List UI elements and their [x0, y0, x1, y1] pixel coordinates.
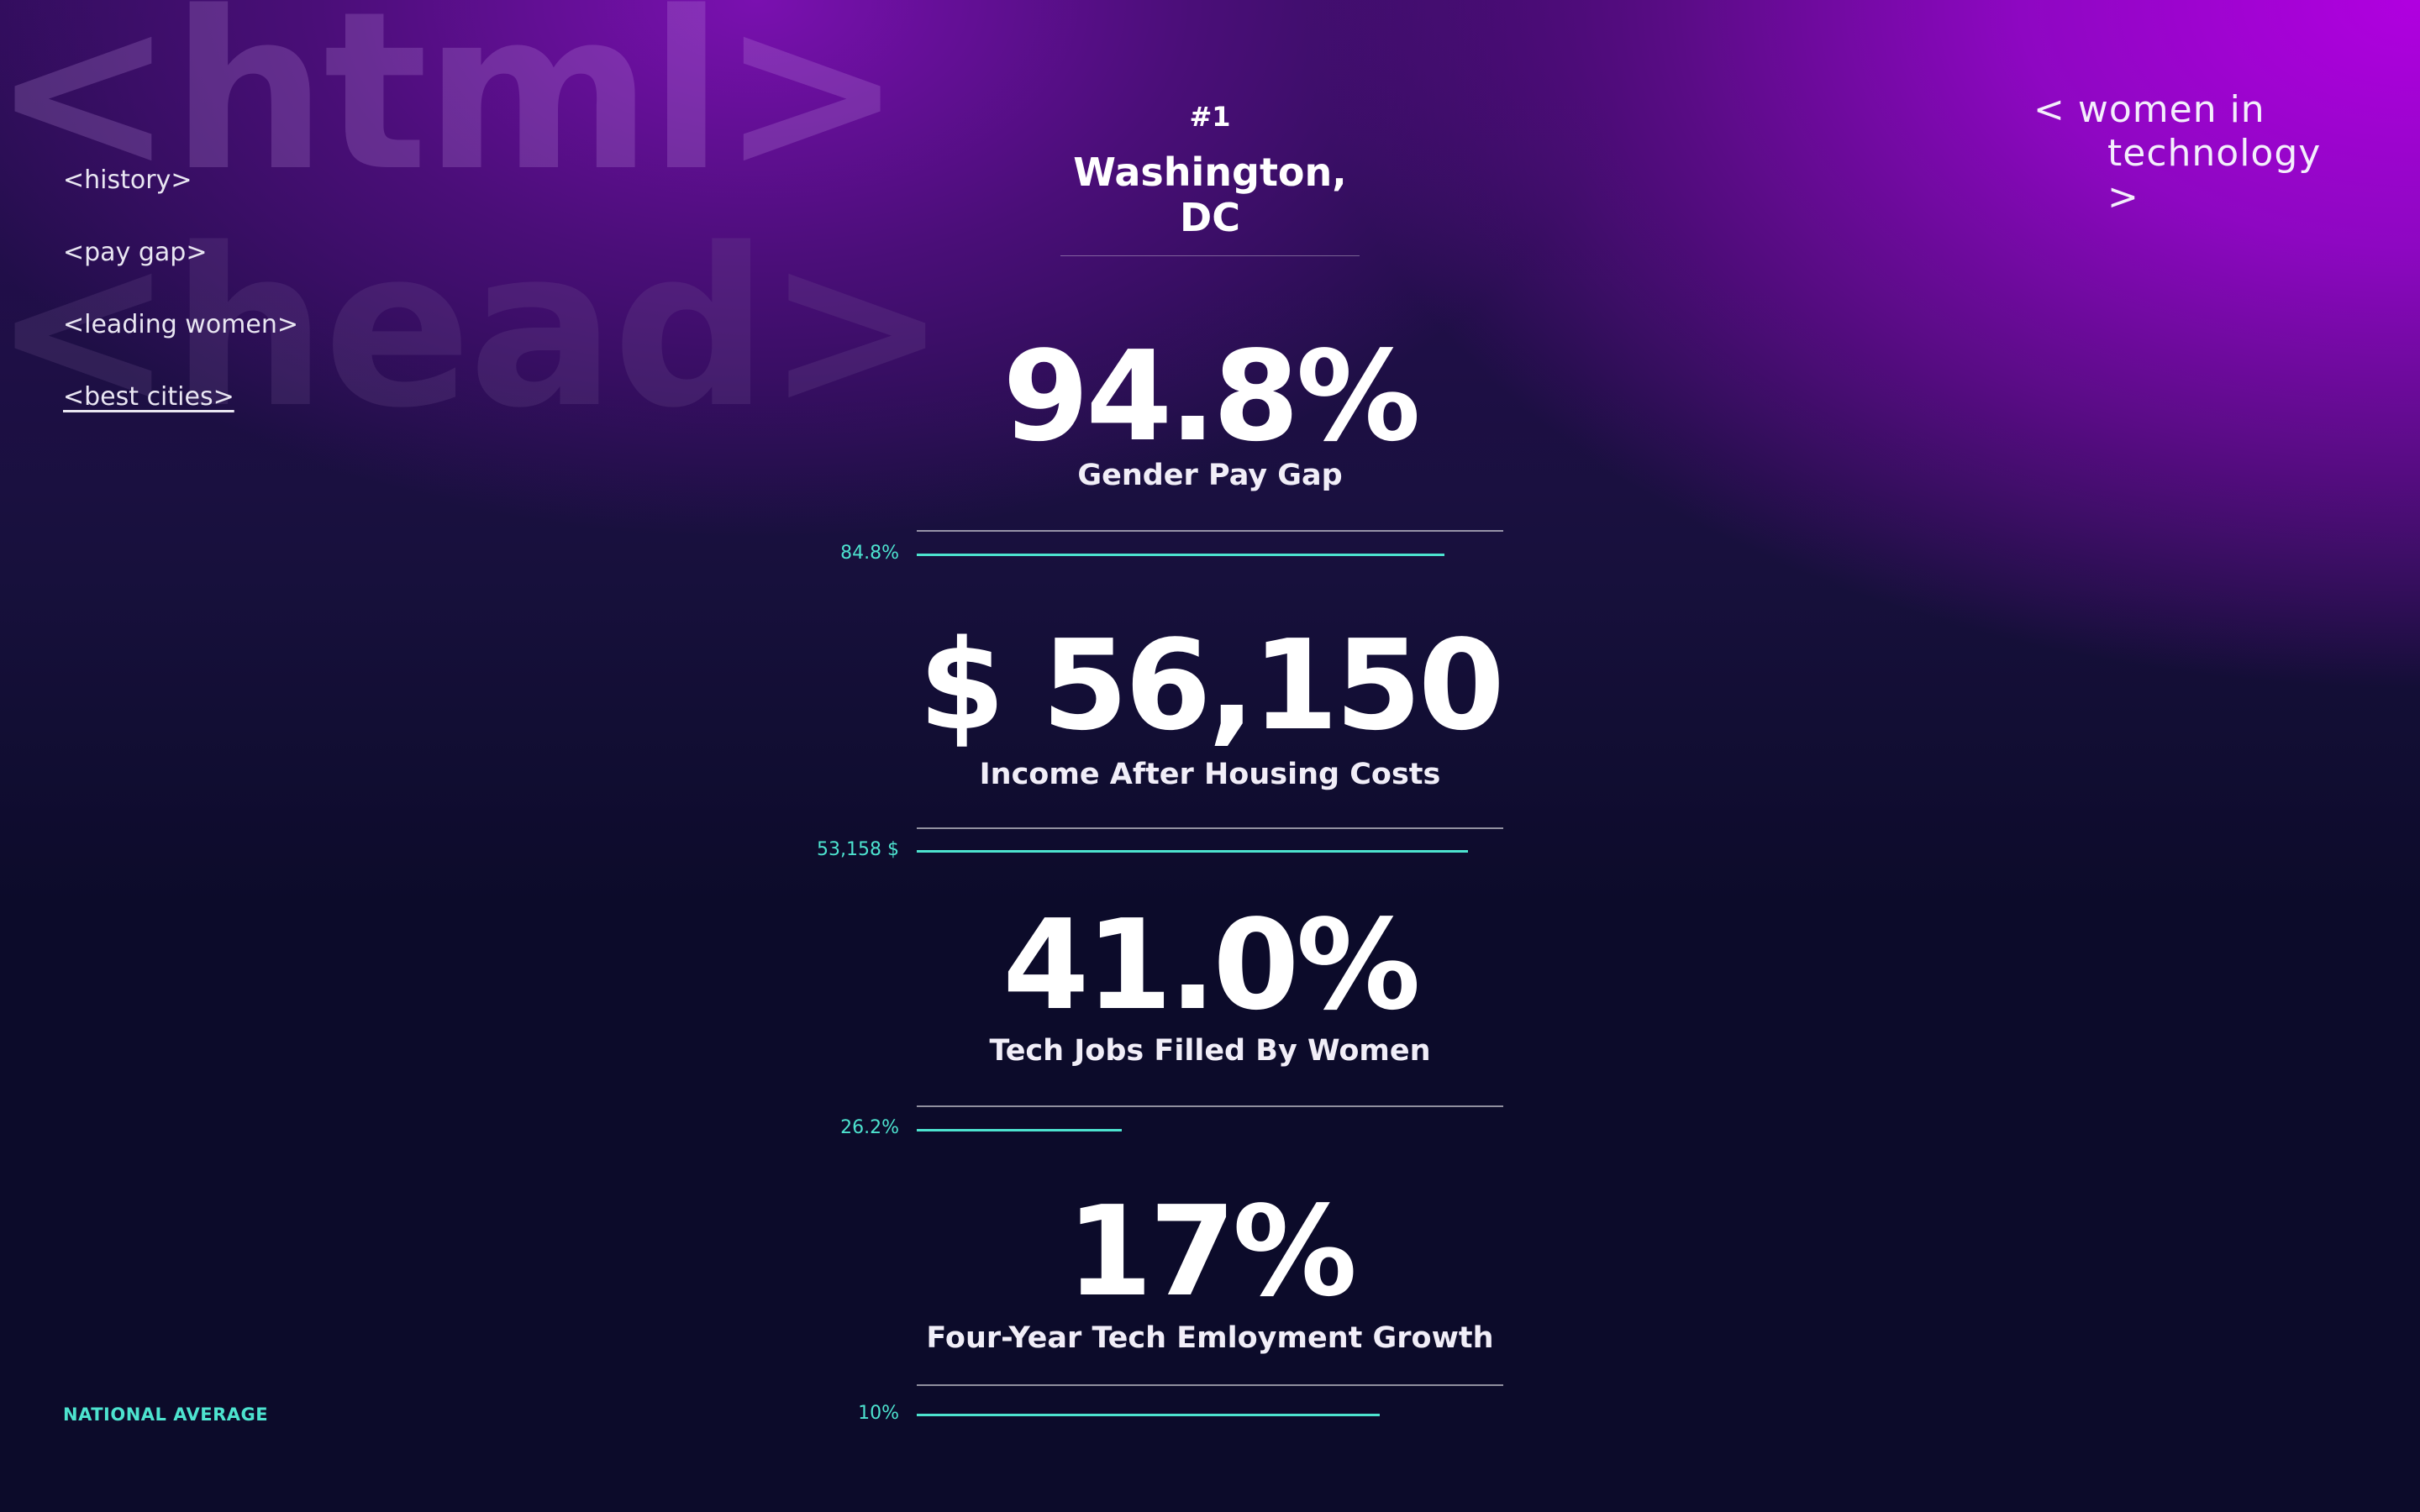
stat-pay-gap-value: 94.8% [1002, 324, 1420, 469]
stat-pay-gap-label: Gender Pay Gap [1077, 459, 1343, 492]
stat-pay-gap-avg-bar [917, 554, 1445, 556]
nav-best-cities[interactable]: <best cities> [63, 382, 234, 412]
stat-income-value: $ 56,150 [918, 613, 1505, 758]
stat-growth-national-avg: 10% [858, 1403, 899, 1424]
logo-line-2: technology > [2107, 132, 2322, 218]
stat-growth-label: Four-Year Tech Emloyment Growth [926, 1321, 1494, 1355]
site-logo[interactable]: < women in technology > [2033, 88, 2353, 219]
stat-growth-avg-bar [917, 1414, 1381, 1416]
stat-income-avg-bar [917, 850, 1469, 853]
nav-history[interactable]: <history> [63, 165, 192, 195]
nav-leading-women[interactable]: <leading women> [63, 310, 299, 339]
background-html-word: <html> [0, 0, 903, 219]
stat-tech-jobs-avg-bar [917, 1129, 1123, 1131]
nav-pay-gap[interactable]: <pay gap> [63, 238, 208, 267]
stat-tech-jobs-national-avg: 26.2% [840, 1117, 899, 1138]
stat-growth-avg-track [917, 1410, 1503, 1420]
stat-divider [917, 1105, 1503, 1107]
city-rank: #1 [1189, 101, 1231, 133]
stat-pay-gap-avg-track [917, 549, 1503, 559]
stat-tech-jobs-avg-track [917, 1125, 1503, 1135]
stat-divider [917, 827, 1503, 829]
background-head-word: <head> [0, 202, 949, 456]
stat-income-avg-track [917, 846, 1503, 856]
stat-divider [917, 1384, 1503, 1386]
logo-line-1: < women in [2033, 88, 2265, 131]
main-nav: <history> <pay gap> <leading women> <bes… [63, 160, 298, 449]
stat-growth-value: 17% [1065, 1179, 1357, 1324]
stat-income-label: Income After Housing Costs [979, 758, 1441, 791]
stat-divider [917, 530, 1503, 532]
stat-tech-jobs-value: 41.0% [1002, 893, 1420, 1037]
national-average-legend: NATIONAL AVERAGE [63, 1404, 269, 1425]
city-name: Washington, DC [1060, 150, 1360, 256]
stat-tech-jobs-label: Tech Jobs Filled By Women [989, 1034, 1431, 1068]
stat-income-national-avg: 53,158 $ [817, 839, 899, 860]
stat-pay-gap-national-avg: 84.8% [840, 543, 899, 564]
